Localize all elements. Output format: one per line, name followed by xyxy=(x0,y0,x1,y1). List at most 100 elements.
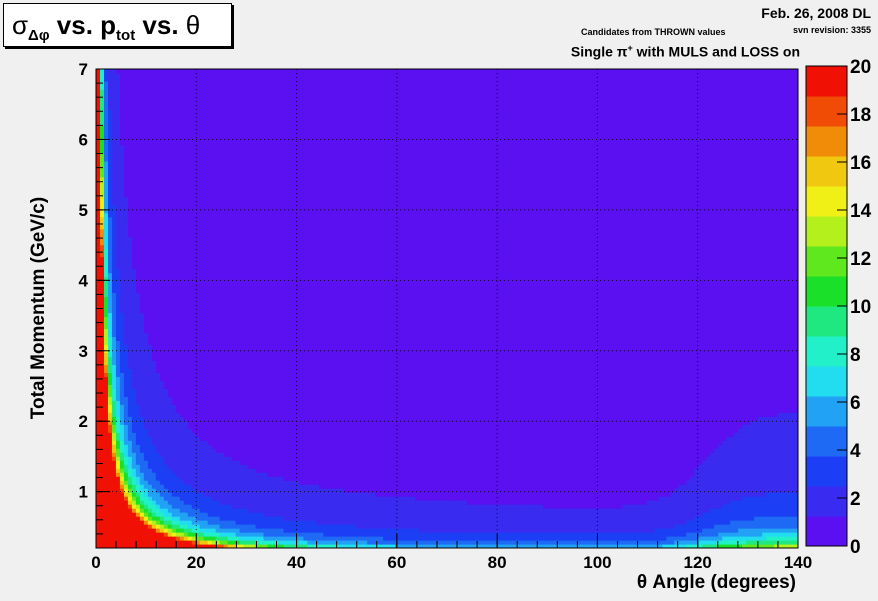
contour-cell xyxy=(204,436,209,441)
contour-cell xyxy=(224,400,229,405)
contour-cell xyxy=(232,269,237,274)
contour-cell xyxy=(168,524,173,529)
contour-cell xyxy=(236,101,241,106)
contour-cell xyxy=(144,332,149,337)
contour-cell xyxy=(168,536,173,541)
contour-cell xyxy=(228,245,233,250)
contour-cell xyxy=(112,305,117,310)
contour-cell xyxy=(224,177,229,182)
contour-cell xyxy=(184,484,189,489)
contour-cell xyxy=(172,261,177,266)
contour-cell xyxy=(116,332,121,337)
contour-cell xyxy=(160,273,165,278)
contour-cell xyxy=(220,305,225,310)
contour-cell xyxy=(104,396,109,401)
contour-cell xyxy=(148,133,153,138)
contour-cell xyxy=(252,444,257,449)
contour-cell xyxy=(228,217,233,222)
contour-cell xyxy=(168,97,173,102)
contour-cell xyxy=(140,197,145,202)
contour-cell xyxy=(168,424,173,429)
contour-cell xyxy=(260,400,265,405)
contour-cell xyxy=(200,416,205,421)
contour-cell xyxy=(256,356,261,361)
contour-cell xyxy=(116,217,121,222)
contour-cell xyxy=(120,153,125,158)
contour-cell xyxy=(180,516,185,521)
contour-cell xyxy=(204,245,209,250)
contour-cell xyxy=(148,81,153,86)
contour-cell xyxy=(116,273,121,278)
contour-cell xyxy=(256,468,261,473)
contour-cell xyxy=(172,281,177,286)
contour-cell xyxy=(116,229,121,234)
contour-cell xyxy=(172,149,177,154)
contour-cell xyxy=(256,492,261,497)
contour-cell xyxy=(180,73,185,78)
contour-cell xyxy=(188,504,193,509)
contour-cell xyxy=(144,352,149,357)
contour-cell xyxy=(224,524,229,529)
contour-cell xyxy=(204,253,209,258)
contour-cell xyxy=(244,213,249,218)
contour-cell xyxy=(104,540,109,545)
contour-cell xyxy=(120,185,125,190)
contour-cell xyxy=(104,285,109,290)
contour-cell xyxy=(148,536,153,541)
contour-cell xyxy=(168,305,173,310)
contour-cell xyxy=(104,73,109,78)
contour-cell xyxy=(152,289,157,294)
contour-cell xyxy=(200,189,205,194)
contour-cell xyxy=(132,213,137,218)
contour-cell xyxy=(256,201,261,206)
contour-cell xyxy=(188,416,193,421)
contour-cell xyxy=(236,384,241,389)
contour-cell xyxy=(160,97,165,102)
contour-cell xyxy=(232,324,237,329)
contour-cell xyxy=(172,205,177,210)
contour-cell xyxy=(172,113,177,118)
contour-cell xyxy=(180,109,185,114)
contour-cell xyxy=(232,149,237,154)
contour-cell xyxy=(184,476,189,481)
contour-cell xyxy=(200,316,205,321)
contour-cell xyxy=(192,293,197,298)
contour-cell xyxy=(204,97,209,102)
contour-cell xyxy=(100,340,105,345)
contour-cell xyxy=(96,476,101,481)
contour-cell xyxy=(184,408,189,413)
contour-cell xyxy=(176,205,181,210)
contour-cell xyxy=(216,340,221,345)
contour-cell xyxy=(208,165,213,170)
contour-cell xyxy=(124,316,129,321)
contour-cell xyxy=(100,217,105,222)
contour-cell xyxy=(140,145,145,150)
contour-cell xyxy=(132,380,137,385)
contour-cell xyxy=(244,408,249,413)
contour-cell xyxy=(156,472,161,477)
contour-cell xyxy=(232,173,237,178)
contour-cell xyxy=(220,356,225,361)
contour-cell xyxy=(168,332,173,337)
contour-cell xyxy=(168,520,173,525)
contour-cell xyxy=(120,181,125,186)
contour-cell xyxy=(184,257,189,262)
contour-cell xyxy=(188,289,193,294)
contour-cell xyxy=(156,233,161,238)
contour-cell xyxy=(204,344,209,349)
contour-cell xyxy=(96,316,101,321)
contour-cell xyxy=(124,265,129,270)
contour-cell xyxy=(152,217,157,222)
contour-cell xyxy=(164,388,169,393)
contour-cell xyxy=(108,293,113,298)
contour-cell xyxy=(216,504,221,509)
contour-cell xyxy=(248,117,253,122)
contour-cell xyxy=(184,392,189,397)
contour-cell xyxy=(188,500,193,505)
contour-cell xyxy=(100,77,105,82)
contour-cell xyxy=(228,500,233,505)
contour-cell xyxy=(204,113,209,118)
contour-cell xyxy=(108,540,113,545)
contour-cell xyxy=(124,368,129,373)
contour-cell xyxy=(192,316,197,321)
